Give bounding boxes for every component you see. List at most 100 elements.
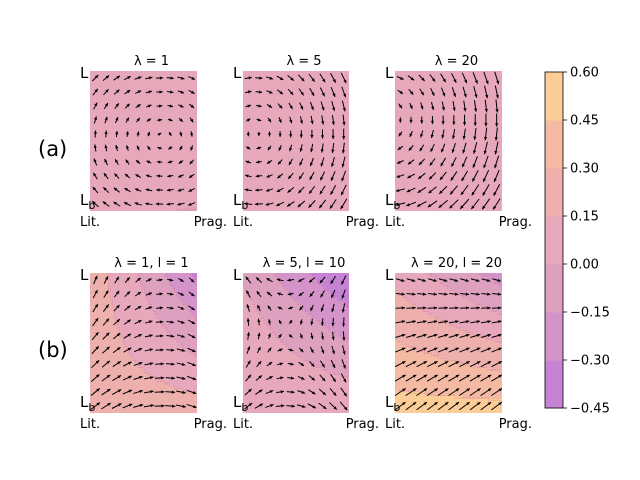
quiver-arrowhead <box>439 176 444 181</box>
quiver-arrowhead <box>320 162 324 167</box>
quiver-arrowhead <box>341 149 346 154</box>
quiver-arrowhead <box>159 306 163 310</box>
quiver-arrowhead <box>401 333 406 337</box>
quiver-arrowhead <box>259 76 263 80</box>
quiver-arrowhead <box>434 374 438 378</box>
quiver-arrowhead <box>159 90 163 94</box>
quiver-arrowhead <box>330 177 334 181</box>
quiver-arrowhead <box>279 348 283 352</box>
quiver-arrowhead <box>149 348 153 352</box>
quiver-arrowhead <box>244 202 248 206</box>
quiver-arrowhead <box>246 332 250 336</box>
quiver-arrowhead <box>395 202 399 206</box>
quiver-arrowhead <box>319 204 323 209</box>
quiver-arrowhead <box>278 133 282 137</box>
quiver-arrowhead <box>116 319 120 323</box>
quiver-arrowhead <box>310 363 315 367</box>
quiver-arrowhead <box>341 280 345 285</box>
quiver-arrowhead <box>421 77 425 82</box>
quiver-arrowhead <box>103 173 108 177</box>
quiver-arrowhead <box>409 119 413 124</box>
quiver-arrowhead <box>493 205 497 210</box>
quiver-arrowhead <box>180 278 184 282</box>
quiver-arrowhead <box>157 146 161 150</box>
quiver-arrowhead <box>287 189 292 193</box>
quiver-arrowhead <box>170 292 174 296</box>
quiver-arrowhead <box>137 90 142 94</box>
quiver-arrowhead <box>248 76 252 80</box>
quiver-arrowhead <box>268 362 273 366</box>
quiver-arrowhead <box>148 90 152 94</box>
quiver-arrowhead <box>300 105 304 110</box>
quiver-arrowhead <box>485 80 489 85</box>
quiver-arrowhead <box>438 204 443 208</box>
quiver-arrowhead <box>312 405 316 409</box>
quiver-field <box>91 74 196 208</box>
quiver-arrowhead <box>191 334 196 338</box>
quiver-arrowhead <box>433 347 438 351</box>
quiver-arrowhead <box>450 177 454 181</box>
quiver-arrowhead <box>412 402 417 406</box>
quiver-arrowhead <box>276 278 281 282</box>
quiver-arrowhead <box>320 135 325 139</box>
quiver-arrowhead <box>247 360 251 365</box>
quiver-arrowhead <box>418 161 423 166</box>
quiver-arrowhead <box>420 133 424 138</box>
quiver-arrowhead <box>401 278 405 282</box>
quiver-arrowhead <box>125 131 129 135</box>
quiver-arrowhead <box>465 320 470 324</box>
quiver-arrowhead <box>300 77 305 82</box>
quiver-arrowhead <box>166 202 170 206</box>
quiver-arrowhead <box>333 406 337 410</box>
quiver-arrowhead <box>268 319 272 323</box>
quiver-arrowhead <box>92 201 96 205</box>
quiver-arrowhead <box>280 390 284 394</box>
quiver-arrowhead <box>182 390 186 394</box>
quiver-arrowhead <box>428 190 432 194</box>
x-right-label: Prag. <box>194 215 227 230</box>
x-right-label: Prag. <box>194 417 227 432</box>
quiver-arrowhead <box>182 404 186 408</box>
panel-title: λ = 5 <box>286 54 321 69</box>
quiver-arrowhead <box>107 402 111 407</box>
quiver-arrowhead <box>159 292 163 296</box>
quiver-arrowhead <box>126 103 130 108</box>
contour-fill <box>395 273 502 413</box>
quiver-arrowhead <box>170 90 174 94</box>
quiver-arrowhead <box>105 276 108 280</box>
quiver-arrowhead <box>149 362 154 366</box>
quiver-arrowhead <box>115 130 119 135</box>
quiver-arrowhead <box>290 77 294 81</box>
quiver-arrowhead <box>160 334 164 338</box>
quiver-arrowhead <box>257 118 262 122</box>
quiver-arrowhead <box>465 306 470 310</box>
quiver-arrowhead <box>341 191 345 196</box>
quiver-arrowhead <box>266 291 271 296</box>
quiver-arrowhead <box>182 376 186 380</box>
quiver-arrowhead <box>126 305 131 309</box>
quiver-arrowhead <box>94 275 98 280</box>
quiver-arrowhead <box>287 292 292 296</box>
quiver-arrowhead <box>289 348 294 352</box>
quiver-arrowhead <box>246 118 251 122</box>
quiver-arrowhead <box>434 402 438 406</box>
quiver-arrowhead <box>105 304 109 308</box>
quiver-arrowhead <box>257 361 262 365</box>
quiver-arrowhead <box>463 107 467 112</box>
quiver-arrowhead <box>257 332 261 337</box>
quiver-arrowhead <box>159 104 163 108</box>
quiver-arrowhead <box>444 306 448 310</box>
quiver-arrowhead <box>128 361 132 365</box>
quiver-arrowhead <box>476 333 481 337</box>
quiver-arrowhead <box>343 378 347 383</box>
quiver-arrowhead <box>331 322 335 327</box>
quiver-arrowhead <box>462 135 466 140</box>
quiver-arrowhead <box>297 203 302 208</box>
quiver-arrowhead <box>462 163 466 168</box>
colorbar-tick-label: 0.00 <box>570 258 599 273</box>
quiver-arrowhead <box>493 192 497 196</box>
quiver-arrowhead <box>493 178 497 182</box>
quiver-arrowhead <box>455 333 459 337</box>
